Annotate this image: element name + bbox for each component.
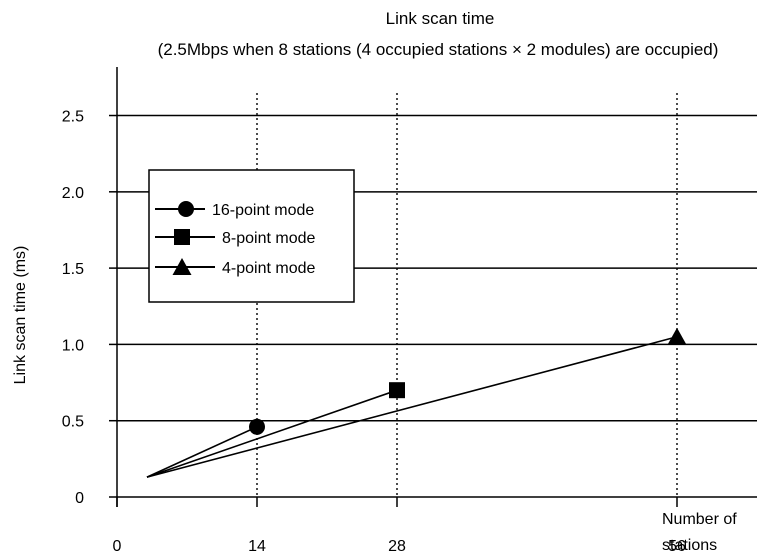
y-tick-label: 1.5 [62,261,84,278]
legend-label-0: 16-point mode [212,202,314,219]
y-tick-label: 2.0 [62,185,84,202]
chart-title: Link scan time [386,9,495,28]
legend-items: 16-point mode 8-point mode 4-point mode [155,201,315,277]
y-tick-label: 0.5 [62,414,84,431]
axes: 0 0.5 1.0 1.5 2.0 2.5 0 14 28 56 [62,67,757,555]
series-point-2 [667,327,687,345]
legend: 16-point mode 8-point mode 4-point mode [148,169,355,303]
x-tick-label: 14 [248,538,266,555]
y-tick-label: 0 [75,490,84,507]
x-axis-label-line2: stations [662,537,717,554]
legend-label-1: 8-point mode [222,230,315,247]
series-line-0 [146,426,258,478]
series-line-1 [146,389,398,478]
y-tick-label: 2.5 [62,109,84,126]
x-tick-label: 56 [668,538,686,555]
series-point-0 [249,418,265,435]
y-axis-label: Link scan time (ms) [12,246,29,385]
series-point-1 [389,382,405,399]
chart-subtitle: (2.5Mbps when 8 stations (4 occupied sta… [158,40,719,59]
series-line-2 [146,336,678,478]
legend-label-2: 4-point mode [222,260,315,277]
x-tick-label: 0 [113,538,122,555]
legend-marker-1 [174,229,190,245]
y-tick-label: 1.0 [62,337,84,354]
legend-marker-2 [172,258,192,275]
x-tick-label: 28 [388,538,406,555]
series-layer [146,327,687,478]
legend-marker-0 [178,201,194,217]
x-axis-label-line1: Number of [662,511,737,528]
